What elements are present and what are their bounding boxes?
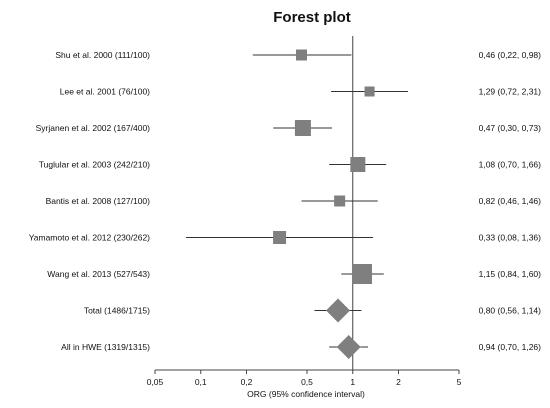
study-label: Bantis et al. 2008 (127/100) xyxy=(46,196,151,206)
study-row: Shu et al. 2000 (111/100) 0,46 (0,22, 0,9… xyxy=(55,49,542,61)
study-label: All in HWE (1319/1315) xyxy=(61,342,150,352)
study-label: Lee et al. 2001 (76/100) xyxy=(60,87,150,97)
x-tick-label: 0,2 xyxy=(241,377,253,387)
ci-value-label: 0,46 (0,22, 0,98) xyxy=(479,50,542,60)
x-tick-label: 0,1 xyxy=(195,377,207,387)
point-estimate-marker xyxy=(351,264,372,284)
x-axis-label: ORG (95% confidence interval) xyxy=(247,389,365,399)
point-estimate-marker xyxy=(273,231,287,244)
study-label: Total (1486/1715) xyxy=(84,306,150,316)
x-axis-ticks: 0,05 0,1 0,2 0,5 1 2 5 xyxy=(147,370,462,387)
study-rows: Shu et al. 2000 (111/100) 0,46 (0,22, 0,9… xyxy=(29,49,542,359)
x-tick-label: 0,5 xyxy=(301,377,313,387)
study-row: Wang et al. 2013 (527/543) 1,15 (0,84, 1,… xyxy=(47,264,541,284)
point-estimate-marker xyxy=(364,86,375,97)
study-label: Tuglular et al. 2003 (242/210) xyxy=(39,160,150,170)
ci-value-label: 0,94 (0,70, 1,26) xyxy=(479,342,542,352)
point-estimate-marker xyxy=(294,120,311,136)
study-row: Tuglular et al. 2003 (242/210) 1,08 (0,70… xyxy=(39,157,541,172)
ci-value-label: 0,47 (0,30, 0,73) xyxy=(479,123,542,133)
ci-value-label: 1,08 (0,70, 1,66) xyxy=(479,160,542,170)
x-tick-label: 5 xyxy=(457,377,462,387)
study-label: Shu et al. 2000 (111/100) xyxy=(55,50,150,60)
ci-value-label: 1,15 (0,84, 1,60) xyxy=(479,269,542,279)
study-row: Yamamoto et al. 2012 (230/262) 0,33 (0,08… xyxy=(29,231,541,244)
pooled-estimate-diamond xyxy=(336,335,361,359)
point-estimate-marker xyxy=(295,49,307,61)
x-tick-label: 0,05 xyxy=(147,377,164,387)
x-tick-label: 2 xyxy=(396,377,401,387)
study-row: Syrjanen et al. 2002 (167/400) 0,47 (0,30… xyxy=(36,120,542,136)
point-estimate-marker xyxy=(334,195,346,207)
study-label: Wang et al. 2013 (527/543) xyxy=(47,269,150,279)
study-row: All in HWE (1319/1315) 0,94 (0,70, 1,26) xyxy=(61,335,541,359)
study-row: Total (1486/1715) 0,80 (0,56, 1,14) xyxy=(84,298,542,323)
point-estimate-marker xyxy=(350,157,366,172)
chart-title: Forest plot xyxy=(273,9,351,26)
study-label: Syrjanen et al. 2002 (167/400) xyxy=(36,123,151,133)
study-label: Yamamoto et al. 2012 (230/262) xyxy=(29,233,150,243)
x-tick-label: 1 xyxy=(350,377,355,387)
ci-value-label: 0,33 (0,08, 1,36) xyxy=(479,233,542,243)
pooled-estimate-diamond xyxy=(326,298,351,323)
ci-value-label: 0,82 (0,46, 1,46) xyxy=(479,196,542,206)
ci-value-label: 1,29 (0,72, 2,31) xyxy=(479,87,542,97)
ci-value-label: 0,80 (0,56, 1,14) xyxy=(479,306,542,316)
study-row: Lee et al. 2001 (76/100) 1,29 (0,72, 2,31… xyxy=(60,86,542,97)
study-row: Bantis et al. 2008 (127/100) 0,82 (0,46, … xyxy=(46,195,542,207)
